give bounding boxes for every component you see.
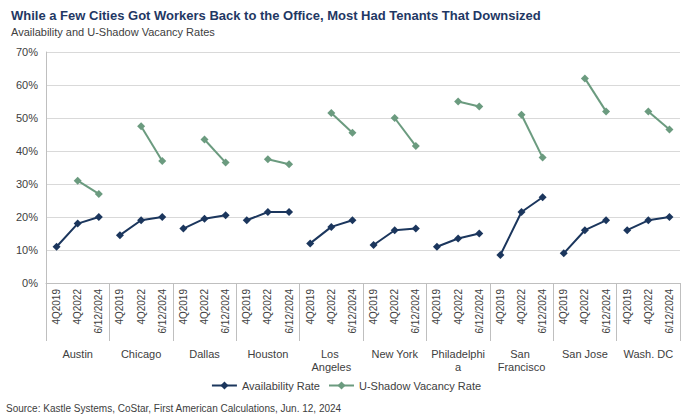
svg-text:While a Few Cities Got Workers: While a Few Cities Got Workers Back to t… (11, 8, 541, 23)
svg-text:4Q2019: 4Q2019 (305, 289, 316, 325)
svg-text:Philadelphi: Philadelphi (431, 348, 485, 360)
svg-text:4Q2022: 4Q2022 (453, 289, 464, 325)
svg-text:a: a (455, 361, 462, 373)
svg-text:50%: 50% (16, 112, 38, 124)
svg-text:6/12/2024: 6/12/2024 (93, 289, 104, 334)
svg-text:4Q2022: 4Q2022 (136, 289, 147, 325)
svg-text:4Q2022: 4Q2022 (262, 289, 273, 325)
svg-text:Wash. DC: Wash. DC (623, 348, 673, 360)
svg-text:40%: 40% (16, 145, 38, 157)
svg-text:6/12/2024: 6/12/2024 (474, 289, 485, 334)
svg-text:6/12/2024: 6/12/2024 (220, 289, 231, 334)
svg-text:Los: Los (321, 348, 342, 360)
svg-text:San: San (510, 348, 533, 360)
svg-text:Chicago: Chicago (121, 348, 161, 360)
svg-text:Francisco: Francisco (498, 361, 546, 373)
svg-text:4Q2019: 4Q2019 (431, 289, 442, 325)
svg-text:10%: 10% (16, 244, 38, 256)
svg-text:San Jose: San Jose (562, 348, 608, 360)
svg-text:Austin: Austin (62, 348, 93, 360)
svg-text:6/12/2024: 6/12/2024 (284, 289, 295, 334)
svg-text:20%: 20% (16, 211, 38, 223)
svg-text:U-Shadow Vacancy Rate: U-Shadow Vacancy Rate (359, 380, 481, 392)
svg-text:Houston: Houston (247, 348, 288, 360)
svg-text:Source: Kastle Systems, CoStar: Source: Kastle Systems, CoStar, First Am… (6, 403, 342, 414)
svg-text:4Q2019: 4Q2019 (622, 289, 633, 325)
svg-text:6/12/2024: 6/12/2024 (537, 289, 548, 334)
svg-text:6/12/2024: 6/12/2024 (664, 289, 675, 334)
svg-text:6/12/2024: 6/12/2024 (410, 289, 421, 334)
svg-text:4Q2019: 4Q2019 (241, 289, 252, 325)
svg-text:4Q2019: 4Q2019 (178, 289, 189, 325)
svg-text:60%: 60% (16, 79, 38, 91)
svg-text:4Q2022: 4Q2022 (516, 289, 527, 325)
svg-text:4Q2022: 4Q2022 (326, 289, 337, 325)
svg-text:70%: 70% (16, 46, 38, 58)
svg-text:Angeles: Angeles (311, 361, 351, 373)
svg-text:4Q2019: 4Q2019 (114, 289, 125, 325)
svg-text:4Q2019: 4Q2019 (558, 289, 569, 325)
svg-text:4Q2022: 4Q2022 (389, 289, 400, 325)
svg-text:6/12/2024: 6/12/2024 (347, 289, 358, 334)
svg-text:Dallas: Dallas (189, 348, 220, 360)
svg-text:4Q2022: 4Q2022 (199, 289, 210, 325)
svg-text:Availability and U-Shadow Vaca: Availability and U-Shadow Vacancy Rates (11, 26, 215, 38)
svg-text:4Q2019: 4Q2019 (368, 289, 379, 325)
svg-text:4Q2019: 4Q2019 (51, 289, 62, 325)
svg-text:New York: New York (371, 348, 418, 360)
svg-text:6/12/2024: 6/12/2024 (601, 289, 612, 334)
svg-text:0%: 0% (22, 277, 38, 289)
svg-text:4Q2022: 4Q2022 (579, 289, 590, 325)
svg-text:4Q2022: 4Q2022 (643, 289, 654, 325)
svg-text:4Q2022: 4Q2022 (72, 289, 83, 325)
svg-text:4Q2019: 4Q2019 (495, 289, 506, 325)
svg-text:Availability Rate: Availability Rate (242, 380, 320, 392)
svg-text:6/12/2024: 6/12/2024 (157, 289, 168, 334)
svg-text:30%: 30% (16, 178, 38, 190)
